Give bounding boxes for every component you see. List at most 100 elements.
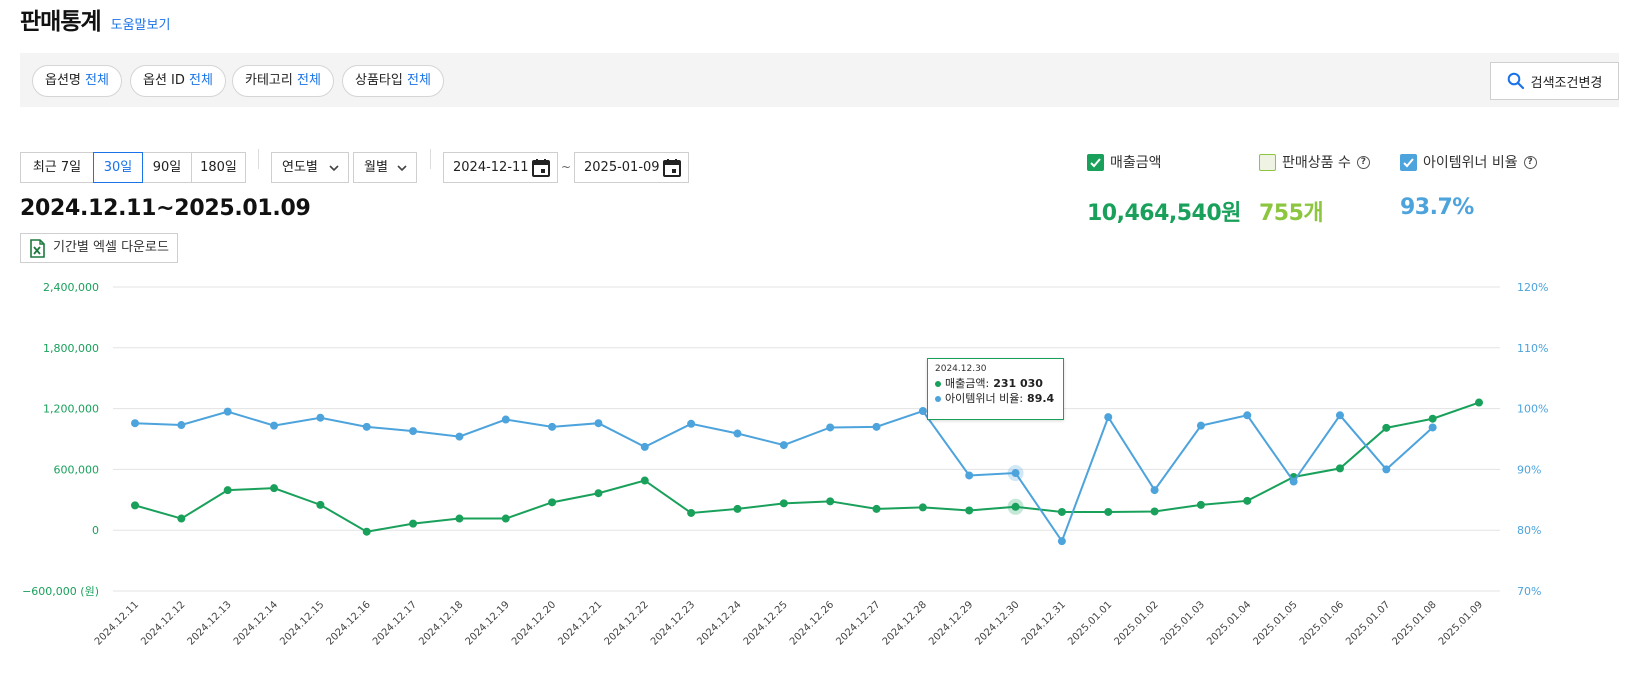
y-tick-label-right: 80% bbox=[1517, 524, 1541, 537]
data-point bbox=[1057, 537, 1066, 546]
search-button-label: 검색조건변경 bbox=[1530, 75, 1603, 91]
data-point bbox=[1428, 414, 1437, 423]
search-icon bbox=[1507, 72, 1524, 90]
sales-amount-value: 10,464,540원 bbox=[1087, 201, 1241, 226]
filter-chip-category[interactable]: 카테고리 전체 bbox=[232, 65, 334, 97]
data-point bbox=[316, 413, 325, 422]
x-tick-label: 2025.01.02 bbox=[1112, 599, 1160, 647]
y-tick-label-left: −600,000 (원) bbox=[22, 585, 99, 598]
unchecked-icon bbox=[1259, 153, 1276, 171]
data-point bbox=[1104, 413, 1113, 422]
excel-icon bbox=[30, 239, 45, 258]
help-icon[interactable]: ? bbox=[1356, 155, 1370, 169]
x-tick-label: 2024.12.31 bbox=[1020, 599, 1068, 647]
monthly-dropdown[interactable]: 월별 bbox=[353, 152, 417, 183]
calendar-icon[interactable] bbox=[662, 158, 682, 178]
data-point bbox=[1382, 423, 1391, 432]
data-point bbox=[409, 427, 418, 436]
data-point bbox=[1335, 464, 1344, 473]
filter-label: 상품타입 bbox=[355, 73, 403, 88]
data-point bbox=[1243, 411, 1252, 420]
x-tick-label: 2024.12.25 bbox=[742, 599, 790, 647]
help-link[interactable]: 도움말보기 bbox=[110, 18, 171, 33]
data-point bbox=[779, 499, 788, 508]
x-tick-label: 2024.12.30 bbox=[973, 599, 1021, 647]
x-tick-label: 2024.12.24 bbox=[695, 599, 743, 647]
data-point bbox=[455, 432, 464, 441]
date-separator: ~ bbox=[561, 160, 572, 174]
series-line bbox=[134, 409, 1434, 544]
data-point bbox=[362, 527, 371, 536]
x-tick-label: 2025.01.03 bbox=[1159, 599, 1207, 647]
period-7d-button[interactable]: 최근 7일 bbox=[20, 152, 94, 183]
excel-download-label: 기간별 엑셀 다운로드 bbox=[53, 240, 169, 255]
filter-chip-option-name[interactable]: 옵션명 전체 bbox=[32, 65, 122, 97]
data-point bbox=[687, 419, 696, 428]
data-point bbox=[1011, 502, 1020, 511]
x-tick-label: 2024.12.19 bbox=[464, 599, 512, 647]
y-tick-label-right: 70% bbox=[1517, 585, 1541, 598]
sold-count-value: 755개 bbox=[1259, 201, 1324, 226]
tooltip-winner-row: 아이템위너 비율: 89.4 bbox=[935, 391, 1056, 406]
data-point bbox=[640, 442, 649, 451]
item-winner-checkbox[interactable]: 아이템위너 비율 ? bbox=[1400, 152, 1537, 172]
x-tick-label: 2024.12.20 bbox=[510, 599, 558, 647]
divider bbox=[258, 149, 259, 169]
item-winner-value: 93.7% bbox=[1400, 195, 1474, 220]
calendar-icon[interactable] bbox=[531, 158, 551, 178]
data-point bbox=[687, 508, 696, 517]
yearly-dropdown[interactable]: 연도별 bbox=[271, 152, 349, 183]
y-tick-label-right: 120% bbox=[1517, 281, 1548, 294]
end-date-input[interactable]: 2025-01-09 bbox=[574, 152, 689, 183]
filter-chip-option-id[interactable]: 옵션 ID 전체 bbox=[130, 65, 226, 97]
x-tick-label: 2024.12.14 bbox=[232, 599, 280, 647]
x-tick-label: 2024.12.16 bbox=[325, 599, 373, 647]
data-point bbox=[594, 489, 603, 498]
data-point bbox=[594, 419, 603, 428]
data-point bbox=[270, 484, 279, 493]
y-tick-label-left: 1,200,000 bbox=[43, 403, 99, 416]
yearly-dropdown-label: 연도별 bbox=[282, 160, 318, 175]
x-tick-label: 2024.12.23 bbox=[649, 599, 697, 647]
period-30d-button[interactable]: 30일 bbox=[93, 152, 143, 183]
change-search-button[interactable]: 검색조건변경 bbox=[1490, 62, 1619, 100]
series-line bbox=[134, 401, 1480, 533]
data-point bbox=[779, 441, 788, 450]
data-point bbox=[501, 415, 510, 424]
data-point bbox=[316, 500, 325, 509]
sold-count-checkbox[interactable]: 판매상품 수 ? bbox=[1259, 152, 1370, 172]
data-point bbox=[223, 407, 232, 416]
x-tick-label: 2025.01.06 bbox=[1298, 599, 1346, 647]
data-point bbox=[733, 504, 742, 513]
y-tick-label-right: 110% bbox=[1517, 342, 1548, 355]
data-point bbox=[177, 421, 186, 430]
data-point bbox=[1057, 507, 1066, 516]
x-tick-label: 2025.01.07 bbox=[1344, 599, 1392, 647]
help-icon[interactable]: ? bbox=[1523, 155, 1537, 169]
x-tick-label: 2024.12.13 bbox=[186, 599, 234, 647]
sales-amount-checkbox[interactable]: 매출금액 bbox=[1087, 152, 1162, 172]
y-tick-label-left: 600,000 bbox=[54, 463, 100, 476]
data-point bbox=[872, 422, 881, 431]
date-range-heading: 2024.12.11~2025.01.09 bbox=[20, 196, 311, 221]
data-point bbox=[223, 486, 232, 495]
filter-chip-product-type[interactable]: 상품타입 전체 bbox=[342, 65, 444, 97]
series-dot bbox=[935, 380, 941, 387]
chevron-down-icon bbox=[397, 165, 407, 172]
start-date-input[interactable]: 2024-12-11 bbox=[443, 152, 558, 183]
sales-amount-label: 매출금액 bbox=[1110, 155, 1162, 171]
y-tick-label-right: 100% bbox=[1517, 403, 1548, 416]
data-point bbox=[501, 514, 510, 523]
series-dot bbox=[935, 395, 941, 402]
chart-tooltip: 2024.12.30 매출금액: 231 030 아이템위너 비율: 89.4 bbox=[927, 358, 1064, 420]
period-180d-button[interactable]: 180일 bbox=[191, 152, 246, 183]
x-tick-label: 2024.12.29 bbox=[927, 599, 975, 647]
period-90d-button[interactable]: 90일 bbox=[142, 152, 192, 183]
y-tick-label-right: 90% bbox=[1517, 463, 1541, 476]
y-tick-label-left: 0 bbox=[92, 524, 99, 537]
excel-download-button[interactable]: 기간별 엑셀 다운로드 bbox=[20, 233, 178, 263]
filter-label: 카테고리 bbox=[245, 73, 293, 88]
sold-count-label: 판매상품 수 bbox=[1282, 155, 1351, 171]
data-point bbox=[733, 429, 742, 438]
chevron-down-icon bbox=[329, 165, 339, 172]
